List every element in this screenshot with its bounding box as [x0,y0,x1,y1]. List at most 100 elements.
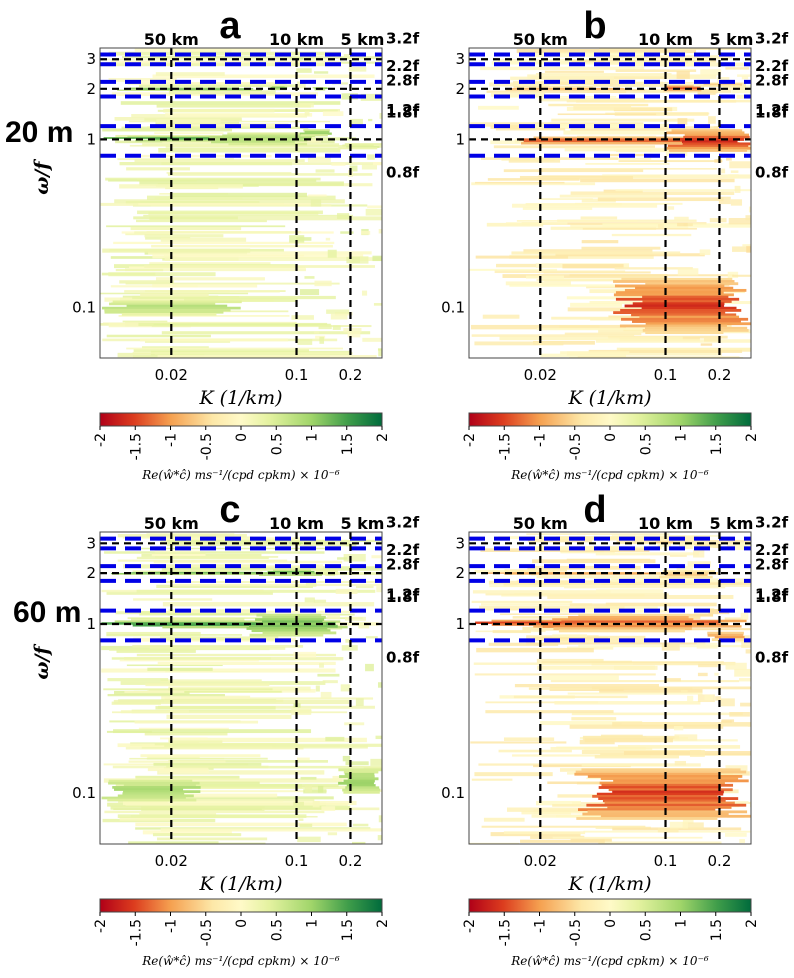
texture-strip [591,661,736,666]
colorbar-tick-label: 2 [375,919,391,928]
texture-strip [161,566,382,571]
texture-patch [739,678,751,682]
texture-patch [326,309,350,314]
texture-strip [541,661,724,664]
colorbar-label: Re(ŵ*ĉ) ms⁻¹/(cpd cpkm) × 10⁻⁶ [141,954,340,968]
texture-strip [135,822,347,827]
texture-strip [125,201,260,205]
texture-strip [161,331,371,335]
texture-strip [471,334,635,337]
texture-patch [712,543,722,549]
texture-strip [166,765,382,769]
texture-strip [166,714,292,720]
texture-patch [371,555,382,559]
y-tick-label: 3 [86,50,96,68]
plot-area [100,48,382,358]
signal-strip [344,772,375,776]
colorbar-tick-label: -2 [462,919,478,933]
texture-strip [526,533,670,535]
texture-strip [135,775,240,780]
signal-strip [601,783,734,787]
signal-strip [662,570,715,573]
y-tick-label: 0.1 [441,784,465,802]
texture-strip [538,97,645,102]
signal-strip [211,140,295,144]
texture-patch [360,93,382,101]
texture-strip [580,216,618,220]
texture-strip [112,711,348,714]
texture-strip [469,842,520,844]
signal-strip [707,631,744,635]
texture-patch [368,118,373,122]
texture-patch [665,150,688,157]
texture-strip [566,99,751,103]
signal-strip [249,624,338,628]
texture-strip [486,90,627,93]
texture-patch [361,290,368,296]
texture-patch [747,724,751,727]
texture-strip [609,739,738,742]
texture-strip [139,338,288,342]
colorbar-tick-label: 0.5 [638,919,654,941]
texture-patch [669,554,687,557]
texture-strip [168,740,223,745]
texture-strip [540,254,654,259]
texture-strip [581,763,701,767]
texture-strip [162,602,375,607]
texture-patch [715,696,722,701]
texture-strip [512,203,658,208]
signal-strip [346,145,380,148]
texture-strip [106,634,243,636]
texture-strip [471,778,513,781]
texture-patch [297,836,321,843]
signal-strip [568,615,689,619]
texture-patch [697,672,708,677]
texture-strip [139,611,266,616]
texture-patch [304,597,315,603]
texture-strip [154,550,201,553]
texture-patch [293,801,304,807]
texture-patch [297,339,313,345]
colorbar-tick-label: -1 [164,919,180,933]
texture-strip [475,255,569,259]
right-tick-label: 1.8f [755,588,789,606]
texture-strip [525,642,706,645]
texture-strip [570,191,735,195]
texture-strip [153,323,331,326]
colorbar-tick-label: 0.5 [638,433,654,455]
texture-strip [111,60,340,64]
texture-patch [739,839,746,844]
texture-strip [168,90,276,95]
texture-strip [138,727,229,730]
signal-strip [246,627,328,630]
colorbar-tick-label: 1.5 [709,433,725,455]
texture-strip [560,51,687,54]
signal-strip [576,817,718,820]
texture-strip [153,762,262,766]
texture-strip [132,644,304,648]
signal-strip [338,768,382,772]
texture-strip [581,89,712,92]
texture-patch [362,337,382,342]
texture-patch [378,228,382,234]
texture-strip [479,605,625,610]
texture-strip [134,159,305,163]
signal-strip [102,306,241,310]
texture-strip [161,695,251,700]
texture-strip [136,653,336,657]
texture-strip [117,533,247,538]
texture-strip [153,560,343,564]
texture-strip [109,648,189,651]
y-tick-label: 2 [455,564,465,582]
texture-strip [101,668,336,673]
colorbar-tick-label: 0.5 [269,433,285,455]
texture-strip [525,275,564,279]
signal-strip [104,308,231,312]
colorbar-tick-label: 0 [234,919,250,928]
x-tick-label: 0.1 [285,852,309,870]
texture-patch [315,569,338,576]
texture-patch [314,280,332,287]
texture-strip [124,268,306,272]
signal-strip [344,143,382,146]
texture-patch [361,230,371,235]
